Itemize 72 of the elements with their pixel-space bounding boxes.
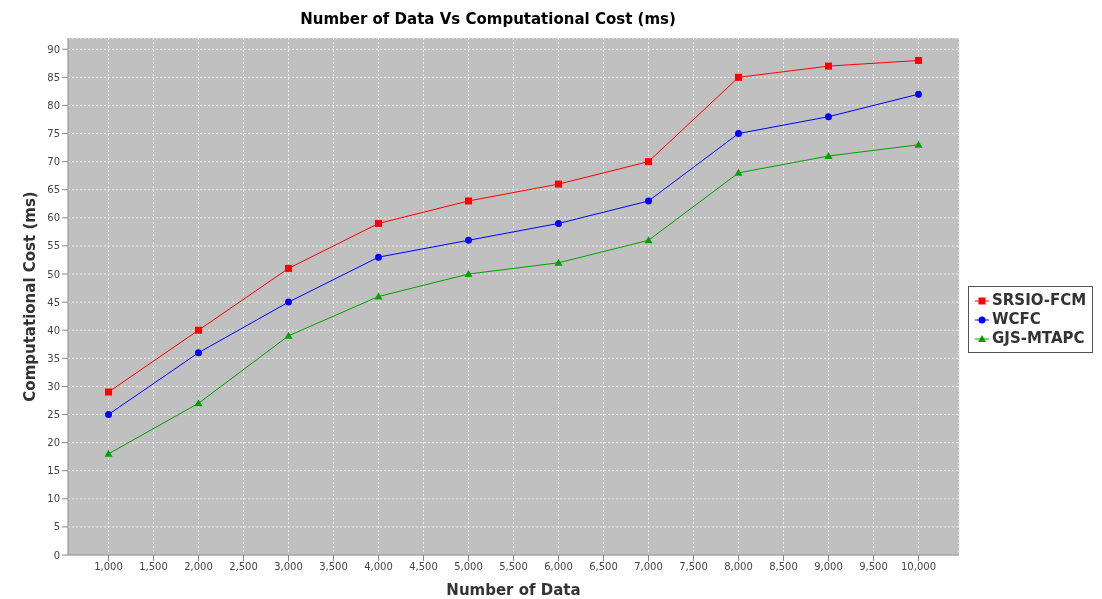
chart-title: Number of Data Vs Computational Cost (ms) [299, 10, 677, 28]
y-tick-label: 50 [47, 268, 60, 280]
x-tick-label: 1,500 [139, 561, 168, 573]
point [375, 219, 382, 227]
y-tick-label: 80 [47, 99, 60, 111]
point [285, 264, 292, 272]
point [825, 113, 832, 121]
point [645, 197, 652, 205]
x-tick-label: 7,000 [634, 561, 663, 573]
y-tick-label: 85 [47, 71, 60, 83]
point [735, 130, 742, 138]
y-tick-label: 0 [53, 549, 60, 561]
x-tick-label: 5,500 [499, 561, 528, 573]
y-tick-label: 90 [47, 43, 60, 55]
x-tick-label: 4,500 [409, 561, 438, 573]
x-tick-label: 3,500 [319, 561, 348, 573]
x-tick-label: 7,500 [679, 561, 708, 573]
y-tick-label: 60 [47, 212, 60, 224]
x-tick-label: 6,500 [589, 561, 618, 573]
point [195, 326, 202, 334]
x-tick-label: 3,000 [274, 561, 303, 573]
y-tick-label: 10 [47, 493, 60, 505]
point [825, 62, 832, 70]
point [915, 90, 922, 98]
point [104, 449, 113, 457]
x-tick-label: 8,500 [769, 561, 798, 573]
x-tick-label: 6,000 [544, 561, 573, 573]
y-tick-label: 65 [47, 184, 60, 196]
point [734, 168, 743, 176]
y-tick-label: 40 [47, 324, 60, 336]
y-tick-label: 25 [47, 409, 60, 421]
x-tick-label: 1,000 [94, 561, 123, 573]
x-tick-label: 5,000 [454, 561, 483, 573]
point [555, 180, 562, 188]
point [195, 349, 202, 357]
legend-label: SRSIO-FCM [992, 291, 1087, 310]
point [915, 56, 922, 64]
y-tick-label: 35 [47, 352, 60, 364]
point [735, 73, 742, 81]
y-tick-label: 75 [47, 128, 60, 140]
point [374, 292, 383, 300]
y-tick-label: 70 [47, 156, 60, 168]
y-tick-label: 45 [47, 296, 60, 308]
point [824, 152, 833, 160]
x-tick-label: 9,000 [814, 561, 843, 573]
point [375, 253, 382, 261]
y-tick-label: 30 [47, 380, 60, 392]
y-tick-label: 15 [47, 465, 60, 477]
x-axis-title: Number of Data [446, 581, 581, 599]
point [465, 197, 472, 205]
point [465, 236, 472, 244]
x-tick-label: 8,000 [724, 561, 753, 573]
point [285, 298, 292, 306]
point [284, 331, 293, 339]
point [464, 270, 473, 278]
y-tick-label: 55 [47, 240, 60, 252]
legend-label: WCFC [992, 310, 1041, 329]
point [105, 388, 112, 396]
y-axis-title: Computational Cost (ms) [21, 191, 40, 402]
point [555, 219, 562, 227]
point [645, 158, 652, 166]
x-tick-label: 4,000 [364, 561, 393, 573]
x-tick-label: 2,000 [184, 561, 213, 573]
x-tick-label: 10,000 [901, 561, 936, 573]
point [554, 258, 563, 266]
point [914, 140, 923, 148]
y-tick-label: 5 [53, 521, 60, 533]
legend-label: GJS-MTAPC [992, 329, 1085, 348]
x-tick-label: 2,500 [229, 561, 258, 573]
point [105, 411, 112, 419]
y-tick-label: 20 [47, 437, 60, 449]
x-tick-label: 9,500 [859, 561, 888, 573]
